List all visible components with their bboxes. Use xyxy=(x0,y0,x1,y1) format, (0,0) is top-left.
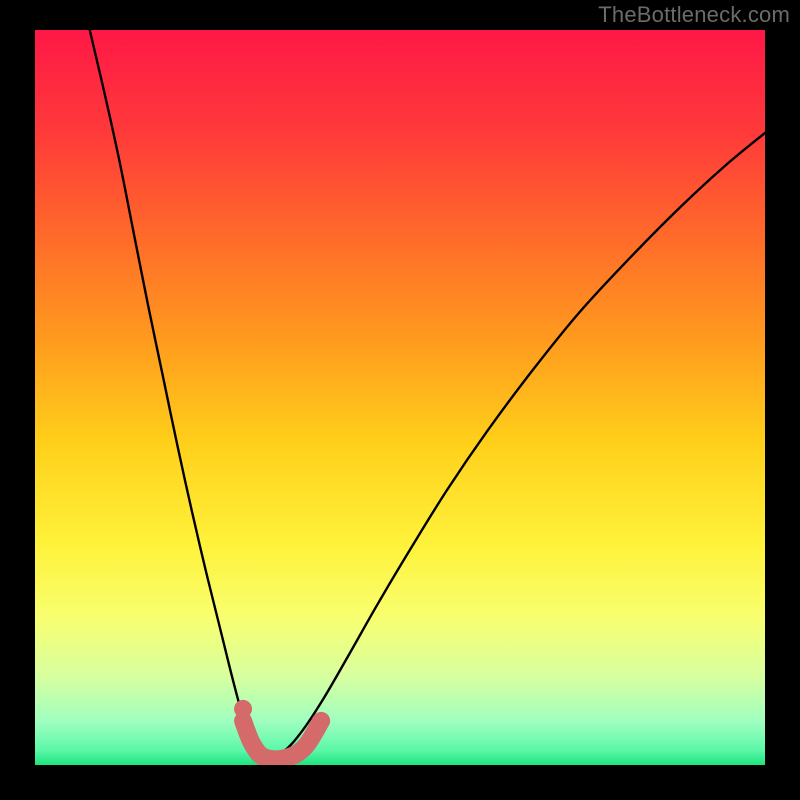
chart-svg xyxy=(0,0,800,800)
watermark-text: TheBottleneck.com xyxy=(598,2,790,28)
gradient-plot-area xyxy=(35,30,765,765)
stage: TheBottleneck.com xyxy=(0,0,800,800)
highlight-dot xyxy=(234,700,252,718)
chart-canvas xyxy=(0,0,800,800)
